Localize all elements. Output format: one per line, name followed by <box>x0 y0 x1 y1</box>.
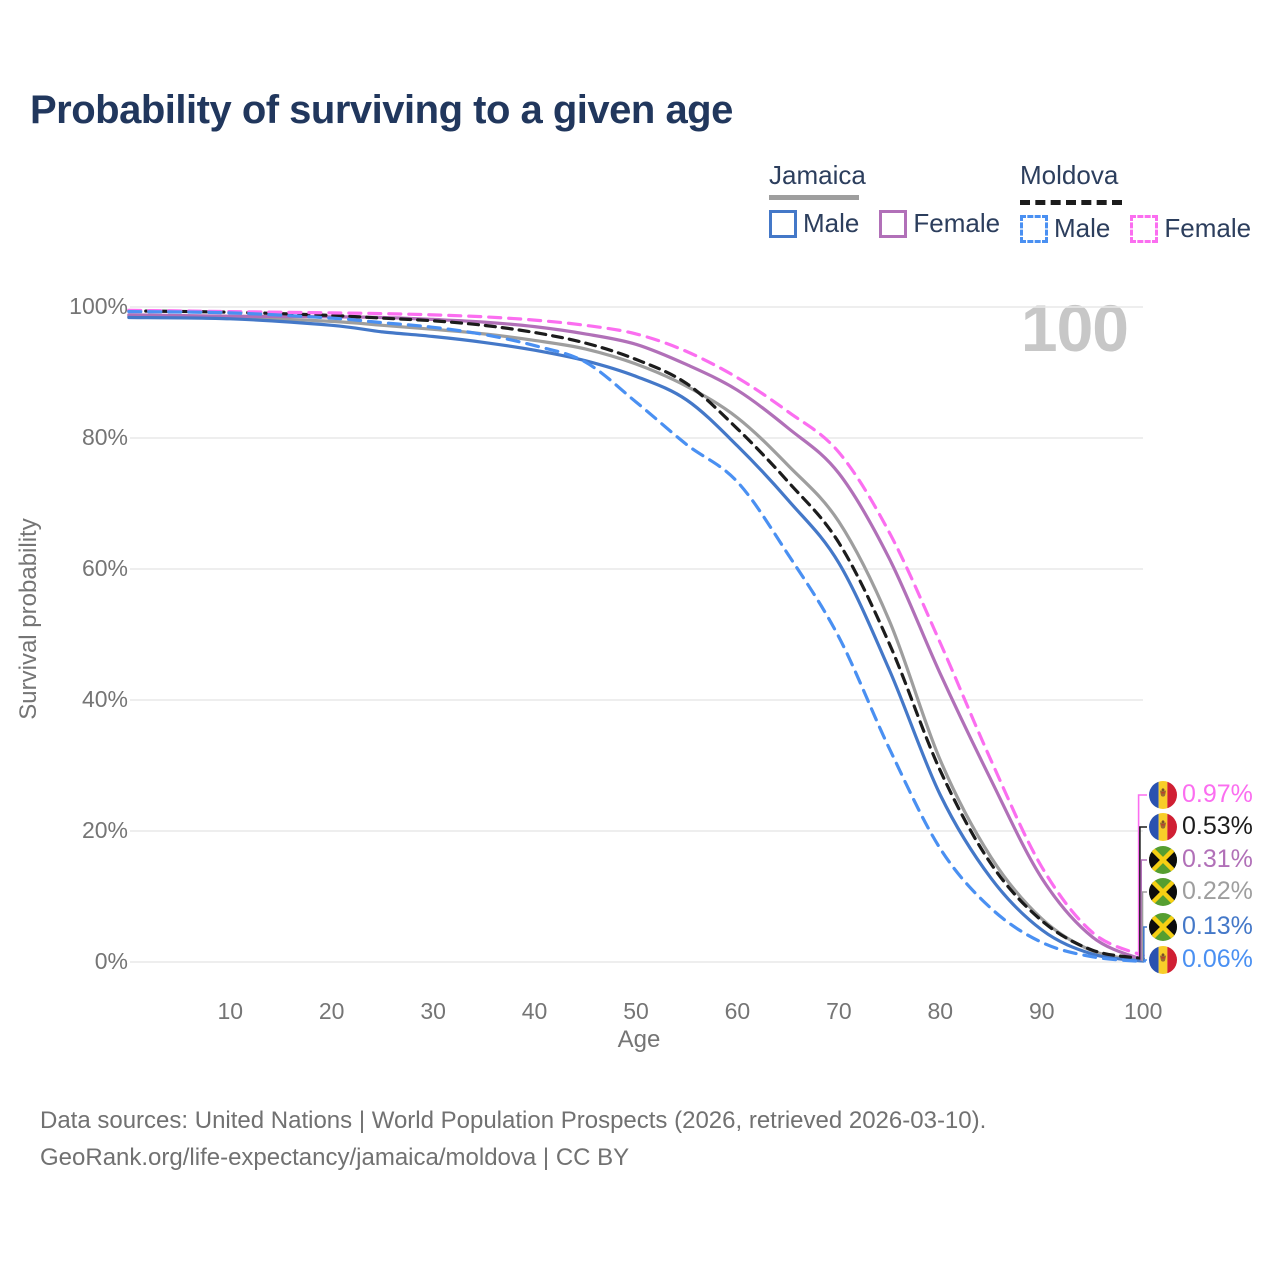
y-tick-label: 100% <box>69 293 128 319</box>
legend-swatch-jamaica-male[interactable] <box>769 209 797 238</box>
legend-group-moldova: Moldova Male Female <box>1020 160 1251 244</box>
end-label-row: 0.53% <box>1149 812 1253 841</box>
x-tick-label: 40 <box>521 998 548 1024</box>
jamaica-flag-icon <box>1149 877 1177 906</box>
legend-swatch-jamaica-female[interactable] <box>879 209 908 238</box>
legend-label-jamaica-female: Female <box>913 208 1001 238</box>
moldova-flag-icon <box>1149 945 1177 974</box>
end-label-row: 0.06% <box>1149 945 1253 974</box>
legend-label-moldova-female: Female <box>1164 213 1252 243</box>
x-tick-label: 90 <box>1028 998 1055 1024</box>
x-tick-label: 60 <box>724 998 751 1024</box>
source-line-2: GeoRank.org/life-expectancy/jamaica/mold… <box>40 1144 630 1171</box>
x-tick-label: 50 <box>623 998 649 1024</box>
x-tick-label: 30 <box>420 998 446 1024</box>
x-tick-label: 100 <box>1124 998 1163 1024</box>
legend-item-moldova-female[interactable]: Female <box>1130 213 1251 244</box>
legend-item-jamaica-male[interactable]: Male <box>769 208 859 239</box>
page-title: Probability of surviving to a given age <box>30 88 733 132</box>
curve-moldova-female <box>127 308 1145 958</box>
end-label-row: 0.97% <box>1149 780 1253 809</box>
x-axis-title: Age <box>617 1026 661 1053</box>
jamaica-flag-icon <box>1149 845 1177 874</box>
legend-country-moldova: Moldova <box>1020 160 1119 190</box>
end-label-connector <box>1143 959 1147 963</box>
hover-age-watermark: 100 <box>1020 291 1129 365</box>
curve-jamaica-male <box>127 315 1145 963</box>
moldova-flag-icon <box>1149 780 1177 809</box>
legend-swatch-moldova-male[interactable] <box>1020 214 1048 243</box>
end-label-value: 0.53% <box>1182 812 1253 840</box>
legend-item-jamaica-female[interactable]: Female <box>879 208 1000 239</box>
end-label-row: 0.22% <box>1149 877 1253 906</box>
curve-moldova-male <box>127 310 1145 964</box>
x-tick-label: 80 <box>927 998 954 1024</box>
curve-jamaica-total <box>127 314 1145 963</box>
x-tick-label: 20 <box>318 998 345 1024</box>
end-label-connector <box>1143 926 1147 962</box>
y-tick-label: 0% <box>94 948 128 974</box>
legend-country-jamaica: Jamaica <box>769 160 866 190</box>
end-label-row: 0.31% <box>1149 845 1253 874</box>
legend-style-bar-jamaica <box>769 195 859 200</box>
legend-swatch-moldova-female[interactable] <box>1130 214 1159 243</box>
legend-group-jamaica: Jamaica Male Female <box>769 160 1000 239</box>
moldova-flag-icon <box>1149 812 1177 841</box>
end-label-value: 0.31% <box>1182 845 1253 873</box>
source-line-1: Data sources: United Nations | World Pop… <box>40 1107 987 1134</box>
end-label-value: 0.13% <box>1182 912 1253 940</box>
x-tick-label: 70 <box>826 998 852 1024</box>
y-tick-label: 40% <box>81 686 128 712</box>
end-label-row: 0.13% <box>1149 912 1253 941</box>
end-label-connector <box>1141 891 1147 962</box>
jamaica-flag-icon <box>1149 912 1177 941</box>
legend-style-bar-moldova <box>1020 195 1122 205</box>
legend-label-jamaica-male: Male <box>803 208 860 238</box>
end-label-value: 0.06% <box>1182 945 1253 973</box>
y-tick-label: 60% <box>81 555 128 581</box>
y-tick-label: 80% <box>81 424 128 450</box>
end-label-value: 0.22% <box>1182 877 1253 905</box>
legend-item-moldova-male[interactable]: Male <box>1020 213 1110 244</box>
curve-moldova-total <box>127 309 1145 961</box>
legend-label-moldova-male: Male <box>1054 213 1111 243</box>
y-tick-label: 20% <box>81 817 128 843</box>
x-tick-label: 10 <box>217 998 244 1024</box>
end-label-value: 0.97% <box>1182 780 1253 808</box>
